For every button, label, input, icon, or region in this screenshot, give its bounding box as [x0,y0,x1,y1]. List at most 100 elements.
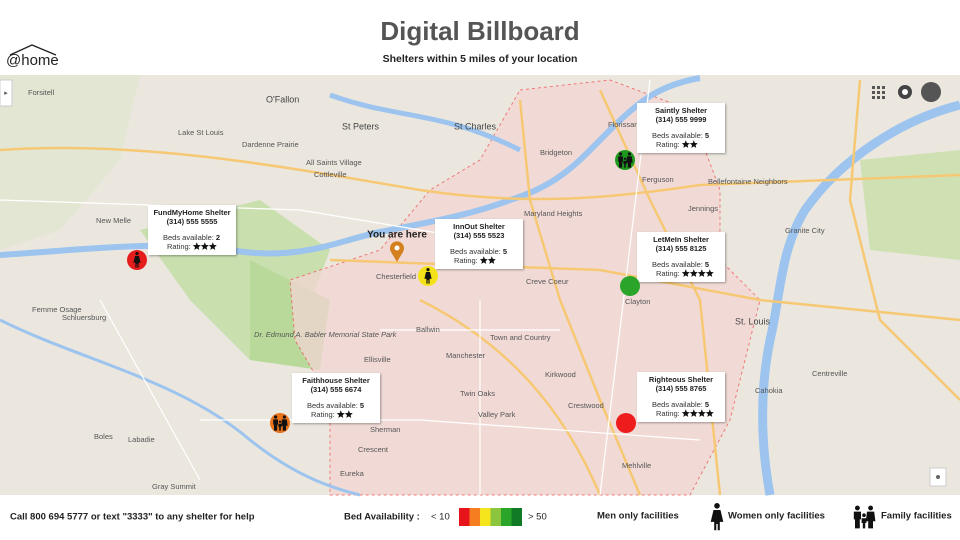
shelter: LetMeIn Shelter(314) 555 8125 Beds availa… [620,232,725,296]
map-label: Schluersburg [62,313,106,322]
map-label: Florissant [608,120,641,129]
rating-label: Rating: [454,256,478,265]
rating-star [689,269,698,277]
map-label: Bridgeton [540,148,572,157]
rating-label: Rating: [656,269,680,278]
shelter-name: InnOut Shelter [453,222,505,231]
map-label: Town and Country [490,333,551,342]
shelter-name: FundMyHome Shelter [153,208,230,217]
map-label: Boles [94,432,113,441]
map-label: St Charles [454,121,497,131]
map-label: St. Louis [735,316,771,326]
map-label: Maryland Heights [524,209,583,218]
shelter-phone: (314) 555 8125 [656,244,707,253]
map-label: Gray Summit [152,482,197,491]
shelter-card [292,373,380,423]
beds-label: Beds available: [652,400,703,409]
map-label: Valley Park [478,410,516,419]
beds-label: Beds available: [652,131,703,140]
shelter-marker [620,276,640,296]
shelter: Righteous Shelter(314) 555 8765 Beds avai… [616,372,725,433]
map-label: Jennings [688,204,718,213]
shelter-phone: (314) 555 6674 [311,385,363,394]
availability-scale [459,508,522,526]
shelter-phone: (314) 555 5555 [167,217,218,226]
availability-swatch [459,508,470,526]
map-label: Forsitell [28,88,55,97]
rating-star [681,409,690,417]
map-label: O'Fallon [266,94,299,104]
legend: Men only facilities Women only facilities… [597,503,952,531]
beds-label: Beds available: [307,401,358,410]
map-label: All Saints Village [306,158,362,167]
map-label: Centreville [812,369,847,378]
beds-value: 2 [216,233,220,242]
you-are-here-label: You are here [367,230,427,241]
map-label: Dardenne Prairie [242,140,299,149]
map-label: Mehlville [622,461,651,470]
map: ▸ Forsitell O'Fallon Lake St Louis St Pe… [0,75,960,497]
rating-star [697,409,706,417]
beds-value: 5 [360,401,364,410]
map-label: Crescent [358,445,389,454]
map-label: Granite City [785,226,825,235]
map-label: Ballwin [416,325,440,334]
rating-star [689,409,698,417]
map-label: Ferguson [642,175,674,184]
rating-star [681,140,690,148]
map-label: Labadie [128,435,155,444]
rating-star [344,410,353,418]
availability-swatch [469,508,480,526]
map-label: Kirkwood [545,370,576,379]
facility-icon [710,503,724,531]
legend-label: Women only facilities [728,511,825,522]
subtitle: Shelters within 5 miles of your location [383,53,578,65]
availability-swatch [501,508,512,526]
beds-label: Beds available: [163,233,214,242]
beds-label: Beds available: [450,247,501,256]
rating-star [479,256,488,264]
shelter: InnOut Shelter(314) 555 5523 Beds availab… [418,219,523,286]
map-label: Bellefontaine Neighbors [708,177,788,186]
help-text: Call 800 694 5777 or text "3333" to any … [10,512,255,523]
shelter-marker [616,413,636,433]
map-label: Chesterfield [376,272,416,281]
map-label: St Peters [342,121,380,131]
rating-star [208,242,217,250]
availability-high: > 50 [528,512,547,523]
legend-label: Men only facilities [597,511,679,522]
rating-star [705,269,714,277]
legend-label: Family facilities [881,511,952,522]
shelter-phone: (314) 555 5523 [454,231,505,240]
logo-text: @home [6,52,59,69]
shelter: FundMyHome Shelter(314) 555 5555 Beds ava… [127,205,236,270]
map-label: Ellisville [364,355,391,364]
shelter-phone: (314) 555 8765 [656,384,707,393]
svg-text:▸: ▸ [4,90,8,97]
beds-value: 5 [705,131,709,140]
rating-star [697,269,706,277]
availability-swatch [511,508,522,526]
shelters: Saintly Shelter(314) 555 9999 Beds availa… [127,103,725,433]
logo: @home [6,44,59,69]
rating-star [200,242,209,250]
beds-value: 5 [705,400,709,409]
shelter-phone: (314) 555 9999 [656,115,707,124]
rating-star [705,409,714,417]
availability-swatch [480,508,491,526]
map-label: Crestwood [568,401,604,410]
shelter-name: LetMeIn Shelter [653,235,709,244]
shelter: Saintly Shelter(314) 555 9999 Beds availa… [615,103,725,170]
rating-star [681,269,690,277]
map-label: Eureka [340,469,365,478]
rating-label: Rating: [311,410,335,419]
rating-label: Rating: [656,409,680,418]
you-are-here: You are here [367,230,427,262]
map-label: Sherman [370,425,400,434]
map-label: Clayton [625,297,650,306]
rating-star [192,242,201,250]
title: Digital Billboard [380,16,579,46]
availability-label: Bed Availability : [344,512,420,523]
